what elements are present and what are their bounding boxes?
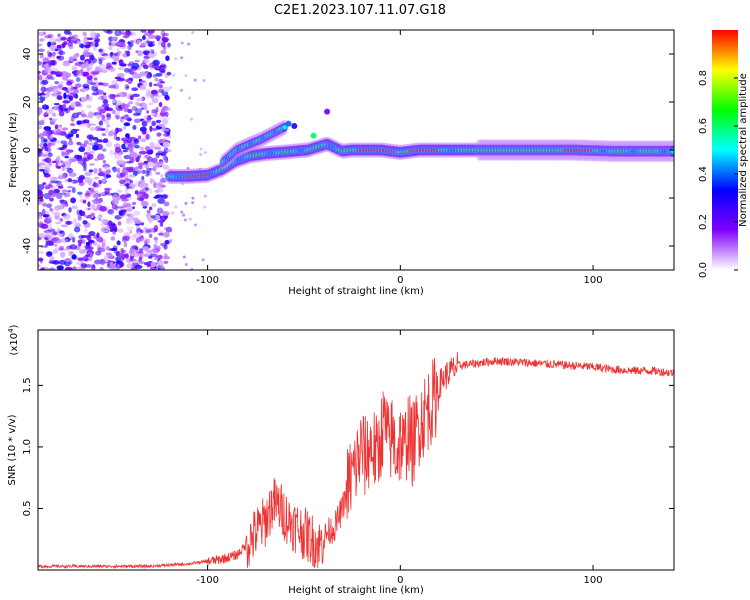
spectrogram-x-tick-label: 100 [584,275,603,286]
snr-series-line [38,352,674,570]
colorbar-gradient [712,30,738,270]
snr-x-tick-label: -100 [196,575,219,586]
spectrogram-y-tick-label: -40 [22,238,33,254]
colorbar-tick-label: 0.8 [698,70,709,86]
colorbar-tick-label: 0.6 [698,118,709,134]
snr-x-ticks: -100 0 100 [196,330,603,586]
snr-y-axis-label: SNR (10 * v/v) [7,414,18,485]
snr-panel: -100 0 100 0.5 1.0 1.5 Height of straight li… [7,324,675,596]
spectrogram-heatmap [38,30,674,270]
snr-y-tick-label: 0.5 [22,501,33,517]
snr-y-tick-label: 1.5 [22,377,33,393]
spectrogram-y-tick-label: 40 [22,48,33,61]
spectrogram-x-tick-label: 0 [397,275,403,286]
spectrogram-y-tick-label: 0 [22,147,33,153]
snr-x-tick-label: 100 [584,575,603,586]
snr-x-tick-label: 0 [397,575,403,586]
snr-frame [37,329,675,571]
spectrogram-x-axis-label: Height of straight line (km) [288,286,424,297]
colorbar-tick-label: 0.0 [698,262,709,278]
colorbar-ticks: 0.0 0.2 0.4 0.6 0.8 [698,70,738,278]
snr-x-axis-label: Height of straight line (km) [288,585,424,596]
spectrogram-x-ticks: -100 0 100 [196,30,603,286]
spectrogram-y-ticks: -40 -20 0 20 40 [22,48,674,254]
snr-y-tick-label: 1.0 [22,439,33,455]
spectrogram-y-tick-label: -20 [22,190,33,206]
page-title: C2E1.2023.107.11.07.G18 [274,3,446,18]
colorbar-tick-label: 0.2 [698,214,709,230]
colorbar-label: Normalized spectral amplitude [738,73,749,227]
colorbar: 0.0 0.2 0.4 0.6 0.8 Normalized spectral ampl… [698,30,749,278]
spectrogram-y-axis-label: Frequency (Hz) [8,112,19,188]
spectrogram-y-tick-label: 20 [22,96,33,109]
snr-y-ticks: 0.5 1.0 1.5 [22,377,674,516]
colorbar-tick-label: 0.4 [698,166,709,182]
spectrogram-panel: -100 0 100 -40 -20 0 20 40 Height of straight … [8,29,675,297]
snr-y-multiplier: (x104) [7,324,20,355]
spectrogram-x-tick-label: -100 [196,275,219,286]
